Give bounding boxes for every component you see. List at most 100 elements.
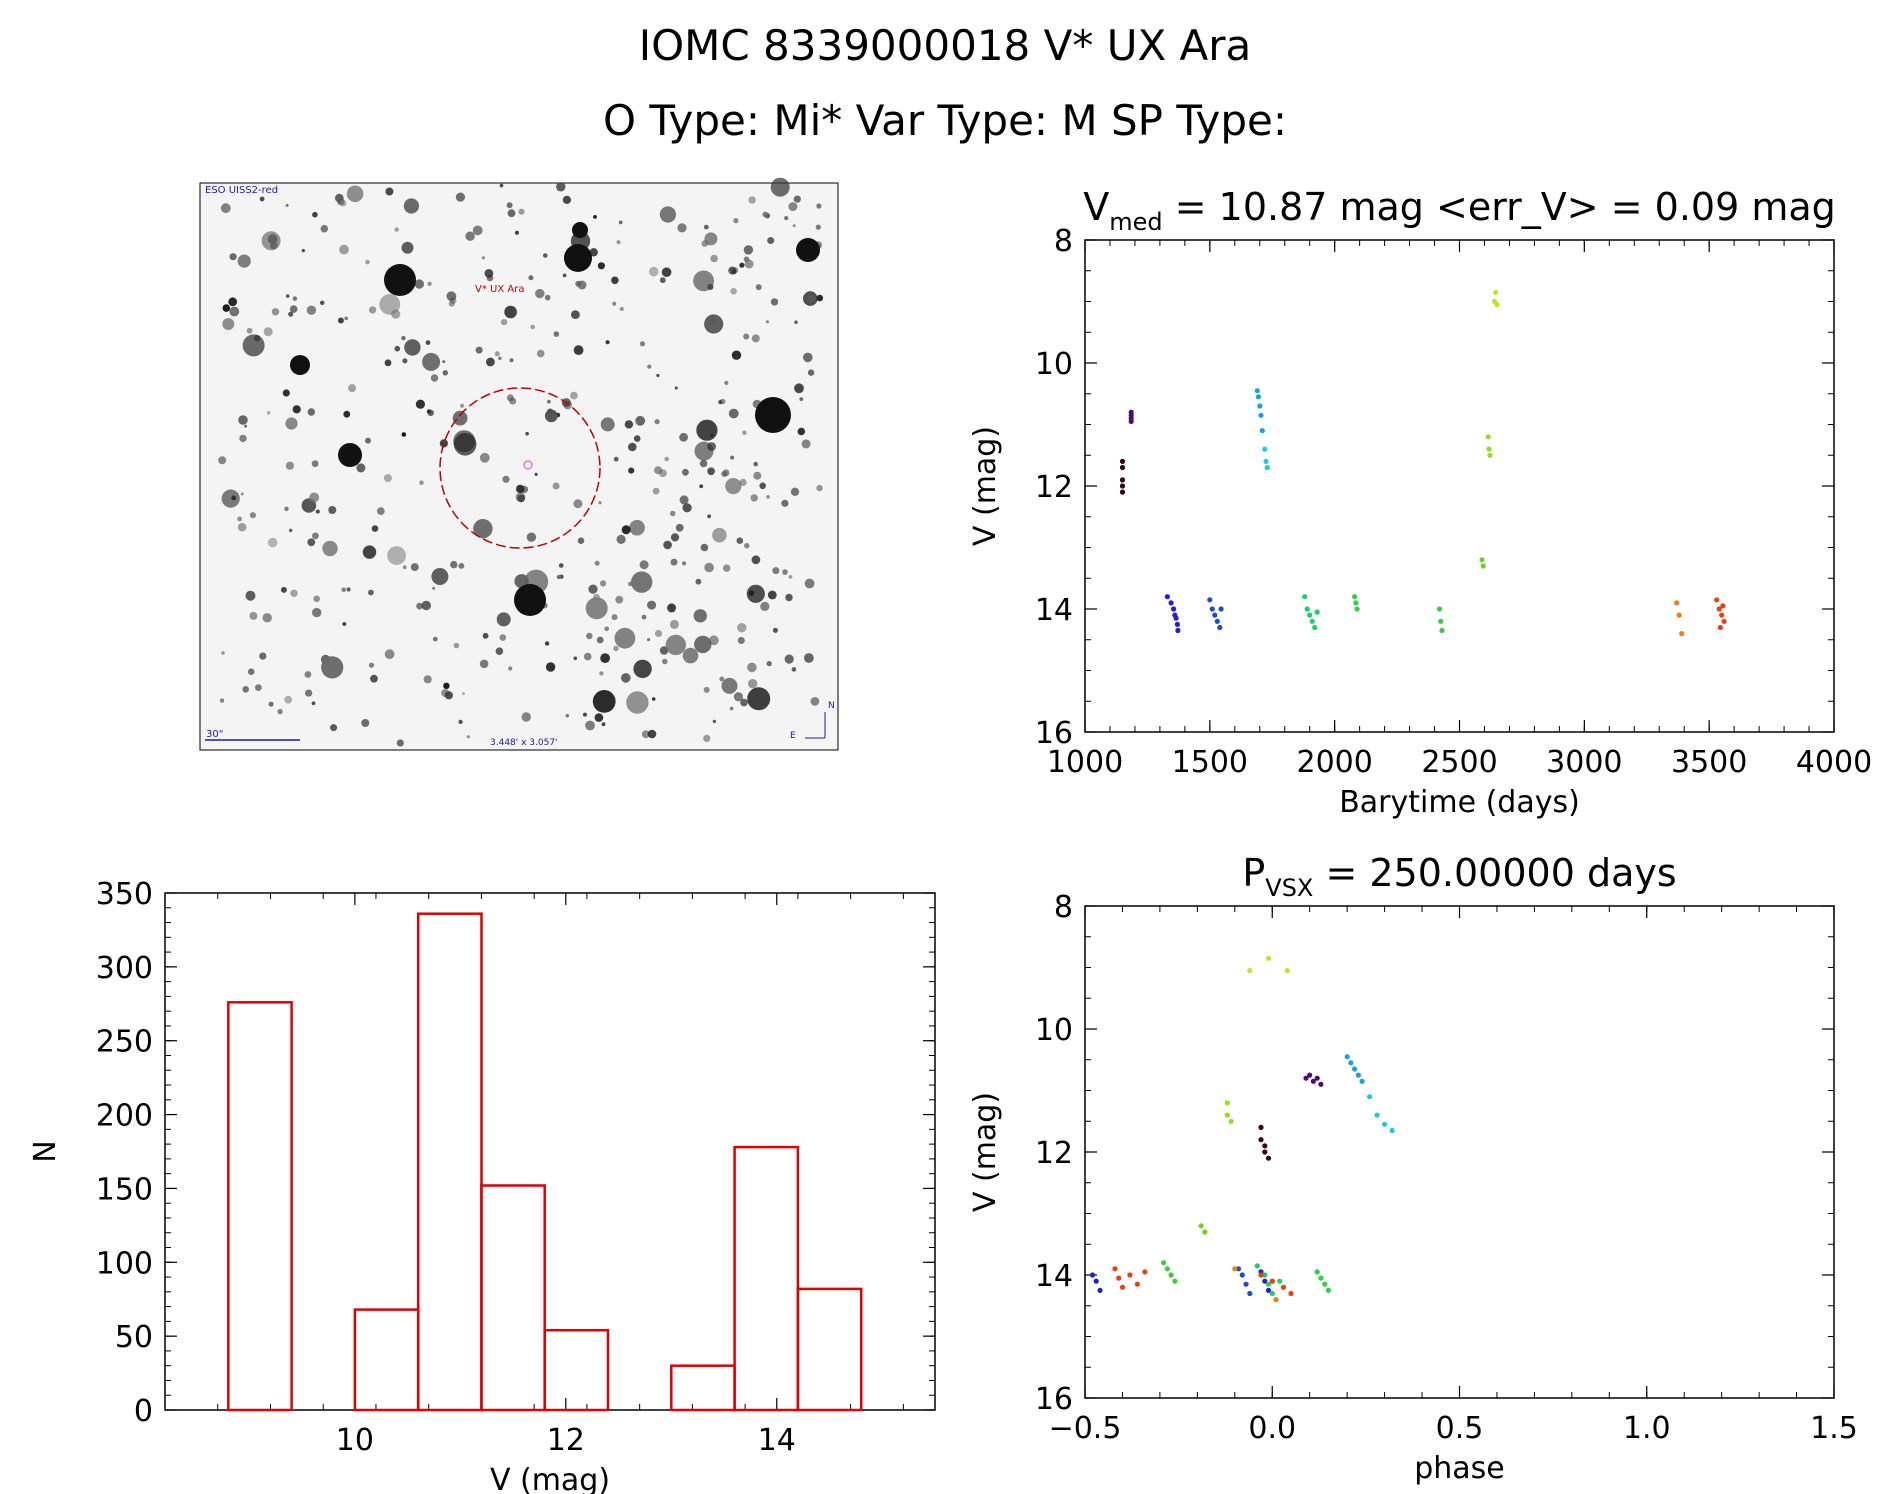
finder-star — [598, 501, 602, 505]
finder-star — [404, 339, 421, 356]
finder-star — [460, 403, 465, 408]
finder-star — [784, 216, 789, 221]
data-point — [1714, 597, 1720, 603]
finder-star — [704, 562, 714, 573]
y-tick-label: 100 — [96, 1246, 153, 1281]
finder-star — [696, 419, 718, 441]
finder-star — [747, 687, 771, 711]
data-point — [1325, 1287, 1331, 1293]
finder-star — [728, 408, 739, 419]
data-point — [1254, 388, 1260, 394]
finder-star — [466, 735, 470, 739]
finder-star — [525, 431, 529, 436]
finder-target-marker — [523, 460, 533, 470]
finder-star — [402, 565, 407, 569]
finder-star — [704, 638, 710, 644]
finder-star — [528, 275, 534, 281]
finder-star — [452, 410, 468, 426]
finder-star — [723, 564, 731, 572]
histogram-bar — [416, 912, 483, 1412]
data-point — [1119, 489, 1126, 495]
finder-star — [573, 499, 583, 509]
finder-star — [553, 331, 560, 337]
finder-star — [365, 259, 370, 265]
finder-star — [521, 712, 531, 722]
light-curve-panel: 1000 1500 2000 2500 3000 3500 4000 8 10 12 14 16 Bar… — [968, 185, 1872, 820]
finder-star — [709, 635, 719, 646]
finder-star — [401, 241, 414, 254]
finder-star — [679, 495, 689, 505]
finder-star — [669, 510, 676, 517]
finder-star — [664, 456, 669, 462]
data-point — [1239, 1272, 1245, 1278]
x-tick-label: 0.5 — [1436, 1411, 1484, 1446]
finder-star — [599, 671, 604, 676]
finder-star — [659, 277, 666, 284]
finder-star — [573, 345, 584, 355]
finder-star — [801, 439, 811, 449]
finder-star — [305, 689, 313, 697]
finder-star — [712, 719, 717, 724]
figure-title: IOMC 8339000018 V* UX Ara — [639, 21, 1252, 70]
finder-star — [508, 666, 513, 671]
finder-star — [263, 327, 273, 337]
finder-star — [728, 266, 737, 275]
data-point — [1097, 1287, 1103, 1293]
finder-star — [365, 437, 371, 444]
finder-bright-star — [290, 355, 310, 375]
finder-scale-label: 30" — [206, 729, 223, 740]
finder-star — [222, 318, 235, 330]
finder-star — [677, 223, 687, 233]
finder-star — [641, 614, 647, 620]
finder-star — [316, 611, 320, 616]
finder-star — [544, 294, 551, 301]
finder-star — [446, 291, 457, 302]
finder-star — [694, 441, 714, 461]
finder-star — [707, 514, 711, 519]
finder-star — [592, 690, 616, 713]
finder-survey-label: ESO UISS2-red — [205, 185, 278, 196]
finder-star — [614, 627, 636, 649]
finder-star — [547, 399, 551, 404]
finder-star — [422, 352, 441, 371]
finder-star — [694, 635, 712, 654]
finder-star — [309, 492, 320, 503]
finder-star — [343, 410, 351, 418]
data-point — [1259, 428, 1265, 434]
data-point — [1217, 624, 1223, 631]
finder-star — [556, 574, 561, 580]
finder-star — [526, 532, 537, 542]
finder-star — [748, 679, 758, 689]
finder-star — [565, 714, 569, 718]
finder-star — [788, 575, 793, 579]
finder-star — [743, 245, 754, 255]
finder-star — [307, 408, 315, 416]
finder-star — [707, 283, 714, 290]
finder-star — [619, 307, 624, 311]
data-point — [1258, 1272, 1264, 1278]
data-point — [1716, 606, 1722, 612]
finder-star — [312, 532, 319, 540]
finder-star — [237, 254, 251, 268]
finder-star — [675, 523, 684, 532]
data-point — [1265, 955, 1272, 961]
finder-star — [431, 568, 449, 585]
finder-star — [423, 675, 432, 684]
finder-star — [346, 185, 364, 203]
finder-star — [432, 586, 436, 590]
x-tick-label: 12 — [547, 1423, 585, 1458]
finder-star — [733, 692, 744, 702]
data-point — [1720, 603, 1726, 609]
data-point — [1134, 1281, 1140, 1287]
finder-star — [426, 409, 432, 414]
finder-north-label: N — [828, 701, 835, 711]
data-point — [1164, 1266, 1170, 1272]
finder-star — [282, 389, 290, 397]
data-point — [1367, 1094, 1373, 1100]
data-point — [1262, 1272, 1268, 1278]
finder-star — [307, 538, 316, 547]
finder-star — [394, 345, 401, 352]
finder-star — [810, 697, 820, 706]
finder-star — [573, 656, 578, 661]
finder-star — [461, 692, 465, 696]
